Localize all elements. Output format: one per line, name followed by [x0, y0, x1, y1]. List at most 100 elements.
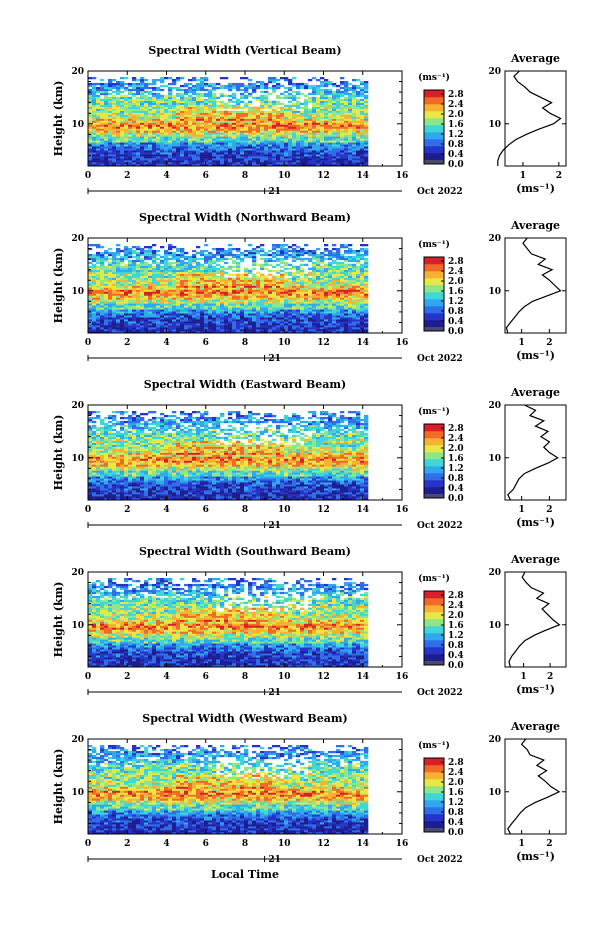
heat-cell: [256, 130, 261, 133]
heat-cell: [216, 114, 221, 117]
heat-cell: [208, 315, 213, 318]
heat-cell: [252, 148, 257, 151]
heat-cell: [204, 325, 209, 328]
heat-cell: [324, 154, 329, 157]
heat-cell: [108, 142, 113, 145]
heat-cell: [200, 327, 205, 330]
heat-cell: [300, 323, 305, 326]
heat-cell: [284, 156, 289, 159]
heat-cell: [140, 156, 145, 159]
heat-cell: [132, 140, 137, 143]
heat-cell: [188, 321, 193, 324]
heat-cell: [108, 273, 113, 276]
heat-cell: [188, 287, 193, 290]
heat-cell: [108, 158, 113, 161]
heat-cell: [312, 279, 317, 282]
heat-cell: [164, 285, 169, 288]
heat-cell: [88, 297, 93, 300]
heat-cell: [124, 77, 129, 80]
heat-cell: [196, 289, 201, 292]
heat-cell: [212, 287, 217, 290]
heat-cell: [168, 295, 173, 298]
heat-cell: [252, 325, 257, 328]
heat-cell: [348, 297, 353, 300]
heat-cell: [288, 305, 293, 308]
heat-cell: [344, 156, 349, 159]
heat-cell: [92, 279, 97, 282]
heat-cell: [140, 106, 145, 109]
heat-cell: [360, 112, 365, 115]
heat-cell: [360, 307, 365, 310]
heat-cell: [104, 84, 109, 88]
heat-cell: [268, 120, 273, 123]
heat-cell: [228, 82, 233, 86]
heat-cell: [164, 315, 169, 318]
heat-cell: [144, 110, 149, 113]
heat-cell: [356, 327, 361, 330]
heat-cell: [360, 126, 365, 129]
heat-cell: [356, 106, 361, 109]
heat-cell: [316, 136, 321, 139]
heat-cell: [140, 275, 145, 278]
heat-cell: [308, 319, 313, 322]
heat-cell: [104, 271, 109, 274]
heat-cell: [132, 102, 137, 105]
heat-cell: [160, 108, 165, 111]
heat-cell: [200, 134, 205, 137]
heat-cell: [208, 126, 213, 129]
heat-cell: [272, 329, 277, 332]
heat-cell: [164, 144, 169, 147]
heat-cell: [260, 275, 265, 278]
heat-cell: [132, 92, 137, 96]
heat-cell: [212, 164, 217, 167]
heat-cell: [240, 281, 245, 284]
heat-cell: [312, 150, 317, 153]
heat-cell: [96, 307, 101, 310]
heat-cell: [256, 285, 261, 288]
heat-cell: [188, 106, 193, 109]
heat-cell: [144, 98, 149, 102]
heat-cell: [248, 120, 253, 123]
heat-cell: [136, 319, 141, 322]
heat-cell: [344, 144, 349, 147]
heat-cell: [212, 319, 217, 322]
heat-cell: [216, 120, 221, 123]
heat-cell: [96, 164, 101, 167]
heat-cell: [340, 134, 345, 137]
heat-cell: [160, 112, 165, 115]
heat-cell: [348, 98, 353, 102]
heat-cell: [152, 152, 157, 155]
heat-cell: [88, 136, 93, 139]
heat-cell: [204, 283, 209, 286]
heat-cell: [124, 158, 129, 161]
heat-cell: [156, 297, 161, 300]
heat-cell: [292, 146, 297, 149]
heat-cell: [364, 319, 369, 322]
heat-cell: [352, 108, 357, 111]
heat-cell: [272, 162, 277, 165]
heat-cell: [248, 140, 253, 143]
heat-cell: [100, 140, 105, 143]
heat-cell: [184, 84, 189, 88]
heat-cell: [336, 313, 341, 316]
heat-cell: [156, 309, 161, 312]
heat-cell: [248, 321, 253, 324]
heat-cell: [156, 317, 161, 320]
heat-cell: [200, 309, 205, 312]
heat-cell: [176, 281, 181, 284]
heat-cell: [248, 327, 253, 330]
heat-cell: [284, 132, 289, 135]
heat-cell: [228, 283, 233, 286]
heat-cell: [272, 124, 277, 127]
heat-cell: [140, 142, 145, 145]
heat-cell: [192, 309, 197, 312]
heat-cell: [324, 82, 329, 86]
heat-cell: [132, 311, 137, 314]
heat-cell: [136, 313, 141, 316]
heat-cell: [356, 301, 361, 304]
heat-cell: [228, 287, 233, 290]
heat-cell: [148, 106, 153, 109]
heat-cell: [260, 128, 265, 131]
heat-cell: [268, 150, 273, 153]
heat-cell: [200, 132, 205, 135]
